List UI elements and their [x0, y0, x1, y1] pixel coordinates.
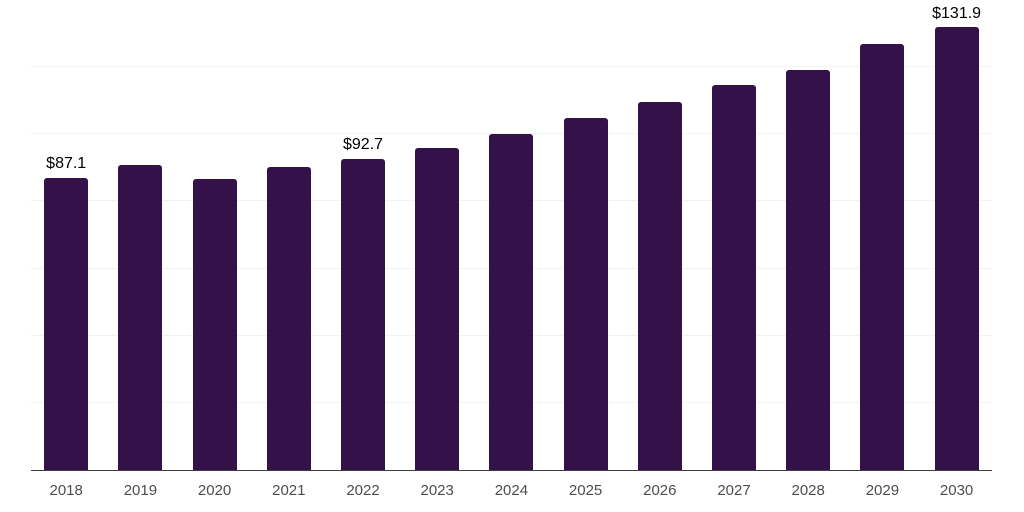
- bar-2029: [860, 43, 905, 470]
- bar-2028: [786, 69, 831, 470]
- bar-2025: [563, 118, 608, 470]
- x-tick-label-2021: 2021: [272, 482, 306, 499]
- bar-2022: [341, 158, 385, 470]
- x-tick-label-2022: 2022: [346, 482, 380, 499]
- bar-2018: [44, 177, 89, 470]
- x-tick-label-2027: 2027: [717, 482, 751, 499]
- x-tick-label-2030: 2030: [939, 482, 974, 499]
- x-axis-line: [31, 469, 992, 471]
- x-axis-labels: 2018 2019 2020 2021 2022 2023 2024 2025 2026 2027…: [31, 482, 992, 505]
- bars-layer: $87.1 $92.7 $131.9: [31, 0, 992, 470]
- bar-2023: [415, 148, 460, 470]
- x-tick-label-2024: 2024: [494, 482, 529, 499]
- x-tick-label-2025: 2025: [568, 482, 603, 499]
- x-tick-label-2029: 2029: [865, 482, 900, 499]
- x-tick-label-2018: 2018: [49, 482, 83, 499]
- x-tick-label-2028: 2028: [791, 482, 825, 499]
- data-label-2030: $131.9: [932, 4, 982, 22]
- bar-2026: [637, 102, 682, 470]
- gridline-100: [31, 133, 992, 135]
- data-label-2022: $92.7: [342, 136, 384, 154]
- x-tick-label-2019: 2019: [123, 482, 158, 499]
- bar-2027: [712, 85, 756, 470]
- x-tick-label-2026: 2026: [643, 482, 677, 499]
- bar-2020: [192, 178, 237, 470]
- data-label-2018: $87.1: [46, 155, 87, 173]
- plot-area: $87.1 $92.7 $131.9: [31, 0, 992, 471]
- bar-2021: [266, 166, 311, 470]
- bar-2019: [118, 164, 163, 470]
- gridline-120: [31, 66, 992, 68]
- x-tick-label-2023: 2023: [420, 482, 454, 499]
- bar-2030: [934, 27, 979, 470]
- bar-2024: [489, 134, 534, 470]
- x-tick-label-2020: 2020: [197, 482, 232, 499]
